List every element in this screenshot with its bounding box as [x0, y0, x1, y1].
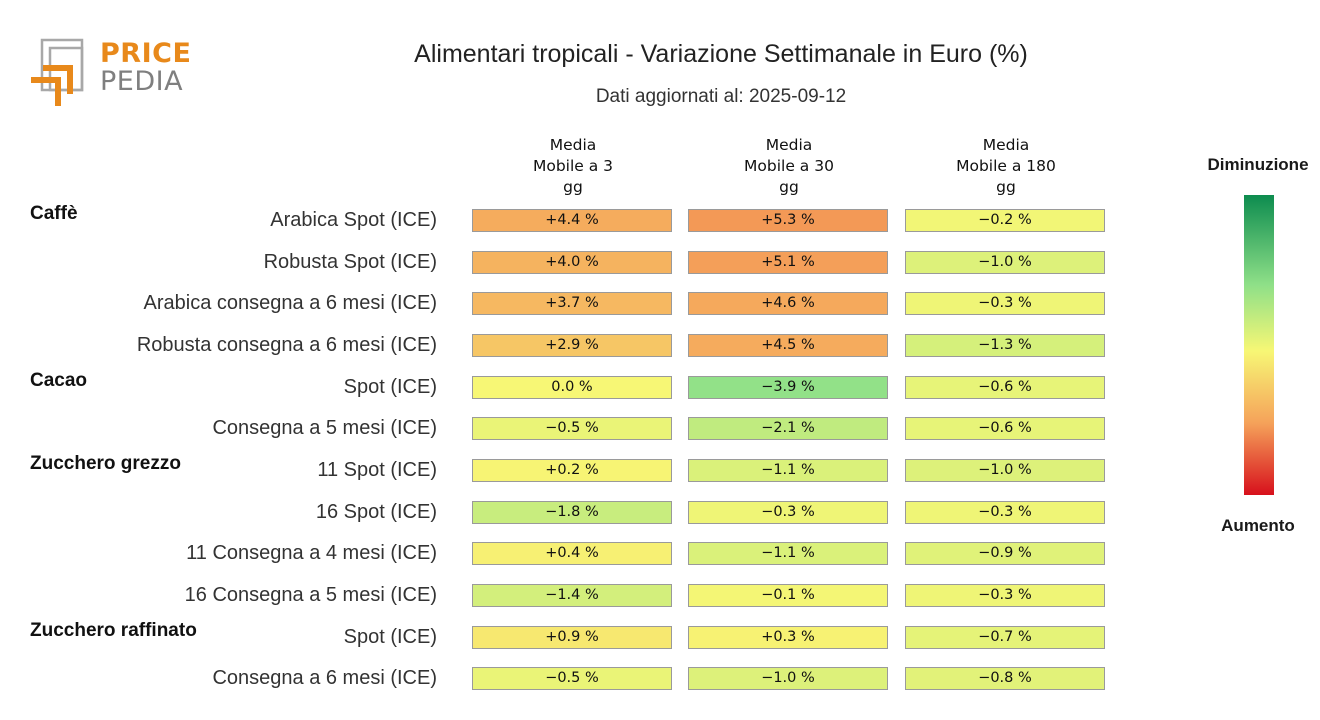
value-cell: −3.9 % [688, 375, 888, 399]
row-label: Arabica Spot (ICE) [270, 209, 437, 231]
value-cell: −1.1 % [688, 542, 888, 566]
value-cell: +4.6 % [688, 292, 888, 316]
value-cell: +4.5 % [688, 333, 888, 357]
value-cell: +2.9 % [472, 333, 672, 357]
row-label: 11 Consegna a 4 mesi (ICE) [186, 542, 437, 565]
legend-top-label: Diminuzione [1207, 155, 1309, 174]
row-label: Robusta consegna a 6 mesi (ICE) [136, 333, 437, 356]
row-label: Spot (ICE) [343, 625, 437, 648]
value-cell: +3.7 % [472, 292, 672, 316]
group-label: Cacao [30, 369, 88, 391]
column-header-3: Media Mobile a 180 gg [956, 136, 1056, 196]
value-cell: −0.3 % [905, 292, 1105, 316]
row-label: Consegna a 5 mesi (ICE) [212, 417, 437, 440]
legend-color-scale [1244, 195, 1274, 495]
value-cell: −1.8 % [472, 500, 672, 524]
value-cell: +4.0 % [472, 250, 672, 274]
value-cell: −0.8 % [905, 667, 1105, 691]
value-cell: −0.9 % [905, 542, 1105, 566]
row-label: Spot (ICE) [343, 375, 437, 398]
logo-mark-icon [31, 38, 84, 106]
value-cell: +4.4 % [472, 209, 672, 232]
row-label: 16 Consegna a 5 mesi (ICE) [184, 583, 437, 606]
row-label: Arabica consegna a 6 mesi (ICE) [143, 292, 437, 315]
value-cell: −2.1 % [688, 417, 888, 441]
value-cell: −1.4 % [472, 583, 672, 607]
column-header-1: Media Mobile a 3 gg [532, 136, 614, 196]
logo-word-pedia: PEDIA [100, 66, 184, 97]
value-cell: −0.3 % [905, 583, 1105, 607]
value-cell: −1.0 % [688, 667, 888, 691]
value-cell: −0.3 % [688, 500, 888, 524]
column-header-2: Media Mobile a 30 gg [744, 136, 834, 196]
value-cell: −0.6 % [905, 417, 1105, 441]
group-label: Zucchero raffinato [30, 619, 197, 641]
value-cell: −0.5 % [472, 667, 672, 691]
value-cell: −1.0 % [905, 250, 1105, 274]
chart-subtitle: Dati aggiornati al: 2025-09-12 [595, 86, 847, 107]
row-label: 16 Spot (ICE) [315, 500, 437, 523]
value-cell: +5.3 % [688, 209, 888, 232]
value-cell: −0.5 % [472, 417, 672, 441]
row-label: Consegna a 6 mesi (ICE) [212, 667, 437, 690]
chart-title: Alimentari tropicali - Variazione Settim… [414, 40, 1028, 68]
value-cell: +0.2 % [472, 458, 672, 482]
value-cell: +0.9 % [472, 625, 672, 649]
value-cell: −0.6 % [905, 375, 1105, 399]
value-cell: −0.3 % [905, 500, 1105, 524]
pricepedia-logo: PRICE PEDIA [28, 36, 198, 112]
value-cell: −1.3 % [905, 333, 1105, 357]
logo-word-price: PRICE [100, 38, 192, 69]
group-label: Caffè [30, 203, 78, 224]
row-label: Robusta Spot (ICE) [263, 250, 437, 273]
value-cell: +0.4 % [472, 542, 672, 566]
value-cell: +5.1 % [688, 250, 888, 274]
value-cell: +0.3 % [688, 625, 888, 649]
legend-bottom-label: Aumento [1221, 516, 1295, 535]
value-cell: −1.1 % [688, 458, 888, 482]
row-label: 11 Spot (ICE) [317, 458, 437, 481]
value-cell: −0.2 % [905, 209, 1105, 232]
value-cell: −0.7 % [905, 625, 1105, 649]
value-cell: −0.1 % [688, 583, 888, 607]
group-label: Zucchero grezzo [30, 452, 181, 474]
value-cell: 0.0 % [472, 375, 672, 399]
value-cell: −1.0 % [905, 458, 1105, 482]
